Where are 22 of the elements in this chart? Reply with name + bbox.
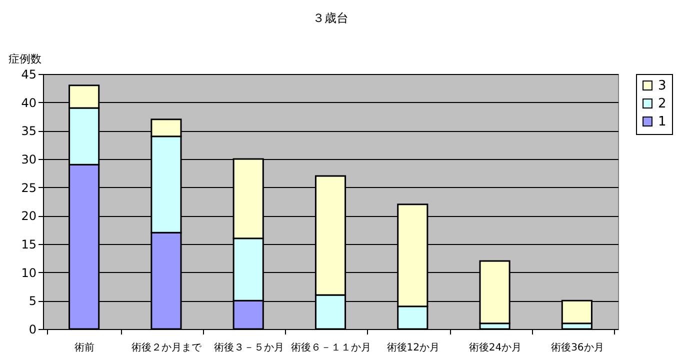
- y-tick-label: 0: [28, 322, 36, 336]
- y-tick-label: 45: [21, 68, 36, 82]
- legend-label: 2: [658, 96, 666, 112]
- x-tick-label: 術後12か月: [386, 342, 440, 354]
- x-tick-label: 術後２か月まで: [132, 342, 203, 354]
- legend-label: 3: [658, 78, 666, 94]
- chart-title: ３歳台: [312, 11, 348, 25]
- y-tick-label: 5: [28, 294, 36, 308]
- x-tick-label: 術後６－１１か月: [291, 342, 371, 354]
- y-tick-label: 35: [21, 124, 36, 138]
- y-tick-label: 30: [21, 152, 36, 166]
- y-axis-title: 症例数: [8, 52, 42, 66]
- y-tick-label: 40: [21, 96, 36, 110]
- y-tick-label: 10: [21, 266, 36, 280]
- y-tick-label: 20: [21, 209, 36, 224]
- y-tick-label: 15: [21, 238, 36, 252]
- x-tick-label: 術後24か月: [468, 342, 522, 354]
- x-tick-label: 術後36か月: [551, 342, 604, 354]
- x-tick-label: 術後３－５か月: [214, 342, 284, 354]
- legend-label: 1: [658, 114, 666, 130]
- x-tick-label: 術前: [74, 342, 95, 354]
- y-tick-label: 25: [21, 180, 36, 195]
